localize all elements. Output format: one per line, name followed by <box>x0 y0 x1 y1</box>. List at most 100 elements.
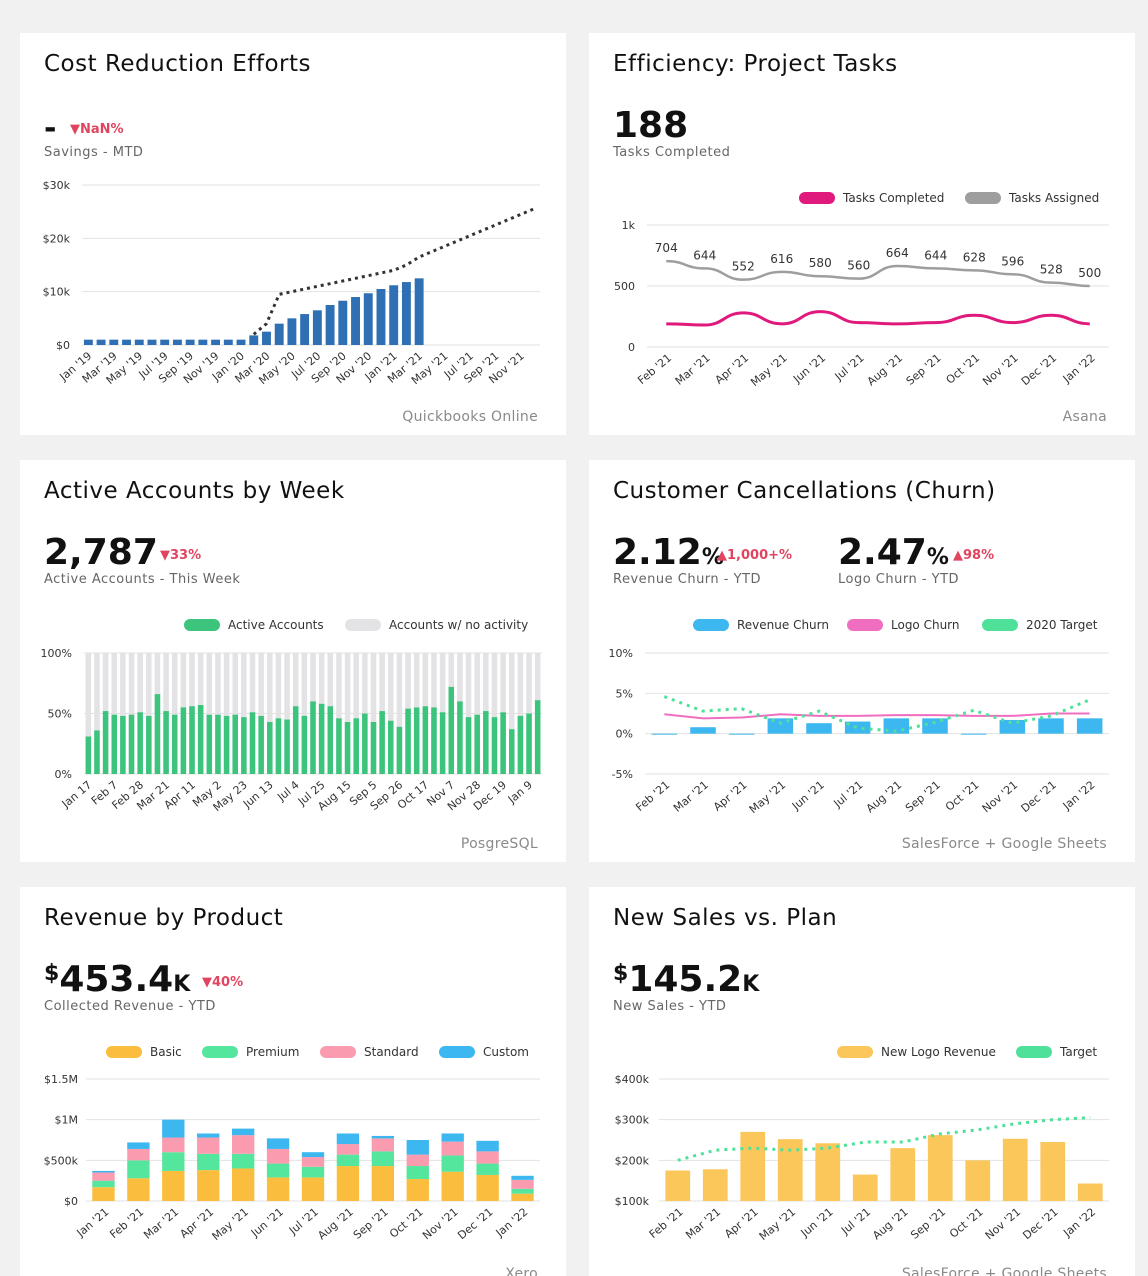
x-tick-label: Dec '21 <box>1019 778 1059 815</box>
y-tick-label: $0 <box>56 339 70 352</box>
stacked-bar-segment <box>406 1166 429 1180</box>
bar-active <box>310 701 316 774</box>
kpi-prefix: $ <box>44 961 60 986</box>
bar-active <box>206 714 213 774</box>
bar <box>83 339 93 345</box>
bar <box>109 339 119 345</box>
kpi-revenue-churn-label: Revenue Churn - YTD <box>613 572 762 587</box>
bar-active <box>534 700 541 774</box>
legend-swatch <box>106 1046 142 1058</box>
data-source: Asana <box>1062 409 1107 425</box>
legend-swatch <box>184 619 220 631</box>
kpi-logo-churn-label: Logo Churn - YTD <box>838 572 960 587</box>
bar-active <box>439 712 446 774</box>
kpi-label: New Sales - YTD <box>613 999 727 1014</box>
bar-active <box>94 730 100 774</box>
data-label: 552 <box>732 260 755 274</box>
bar-revenue-churn <box>1038 718 1064 734</box>
bar-new-logo-revenue <box>702 1169 728 1201</box>
stacked-bar-segment <box>197 1170 220 1201</box>
bar-active <box>500 712 506 774</box>
bar <box>211 339 221 345</box>
x-tick-label: Feb '21 <box>633 778 672 814</box>
card-active-accounts: Active Accounts by Week 2,787 ▼33% Activ… <box>20 460 566 862</box>
bar-active <box>379 711 385 774</box>
stacked-bar-segment <box>406 1154 429 1167</box>
bar-no-activity <box>370 653 377 774</box>
bar <box>325 305 335 345</box>
projection-line <box>252 207 535 336</box>
legend-swatch <box>345 619 381 631</box>
kpi-label: Active Accounts - This Week <box>44 572 241 587</box>
x-tick-label: Feb '21 <box>635 351 674 387</box>
kpi-label: Tasks Completed <box>613 145 731 160</box>
y-tick-label: $400k <box>615 1073 650 1086</box>
y-tick-label: -5% <box>612 768 633 781</box>
data-label: 580 <box>809 256 832 270</box>
x-tick-label: Nov '21 <box>983 1205 1024 1242</box>
kpi-logo-churn-value: 2.47% <box>838 532 949 573</box>
x-tick-label: May '21 <box>757 1205 798 1243</box>
stacked-bar-segment <box>231 1168 255 1201</box>
bar <box>249 335 259 345</box>
bar-active <box>85 736 92 774</box>
y-tick-label: 10% <box>609 647 633 660</box>
legend-swatch <box>982 619 1018 631</box>
bar <box>96 339 106 345</box>
stacked-bar-segment <box>266 1177 290 1201</box>
bar-active <box>171 714 178 774</box>
legend-label: Revenue Churn <box>737 618 829 632</box>
data-source: SalesForce + Google Sheets <box>901 1266 1107 1276</box>
stacked-bar-segment <box>197 1133 220 1138</box>
kpi-value: 188 <box>613 105 689 146</box>
x-tick-label: Jan '21 <box>74 1205 112 1240</box>
x-tick-label: Mar '21 <box>673 351 713 387</box>
y-tick-label: 5% <box>616 687 633 700</box>
chart-new-sales: $100k $200k $300k $400k New Logo Revenue Targ… <box>615 1045 1109 1243</box>
data-label: 644 <box>693 248 716 262</box>
bar-new-logo-revenue <box>815 1143 841 1201</box>
bar <box>147 339 157 345</box>
data-label: 596 <box>1001 254 1024 268</box>
y-tick-label: 50% <box>48 708 72 721</box>
x-tick-label: Sep '21 <box>904 351 944 387</box>
bar <box>312 310 322 345</box>
kpi-label: Collected Revenue - YTD <box>44 999 216 1014</box>
chart-revenue-by-product: $0 $500k $1M $1.5M Basic Premium Standard Custo… <box>44 1045 540 1243</box>
bar-active <box>275 718 282 774</box>
data-label: 560 <box>847 259 870 273</box>
stacked-bar-segment <box>162 1170 185 1201</box>
stacked-bar-segment <box>266 1163 290 1178</box>
legend-label: Tasks Completed <box>842 191 944 205</box>
series-line-target <box>677 1116 1091 1162</box>
data-label: 628 <box>963 250 986 264</box>
y-tick-label: $500k <box>44 1154 79 1167</box>
legend-swatch <box>965 192 1001 204</box>
x-tick-label: Jan '22 <box>1060 351 1098 386</box>
bar-active <box>344 721 351 774</box>
bar-no-activity <box>206 653 213 774</box>
bar-no-activity <box>258 653 264 774</box>
bar <box>414 278 424 345</box>
stacked-bar-segment <box>406 1179 429 1201</box>
x-tick-label: Nov '21 <box>420 1205 461 1242</box>
x-tick-label: Dec '21 <box>1020 1205 1060 1242</box>
bar <box>274 323 284 345</box>
bar-active <box>249 712 256 774</box>
kpi-number: 2.12 <box>613 532 702 573</box>
bar-no-activity <box>508 653 515 774</box>
card-revenue-by-product: Revenue by Product $453.4K ▼40% Collecte… <box>20 887 566 1276</box>
chart-efficiency: 0 500 1k Tasks Completed Tasks Assigned 704 64… <box>614 191 1109 389</box>
bar <box>223 339 233 345</box>
bar-no-activity <box>146 653 152 774</box>
stacked-bar-segment <box>231 1153 255 1169</box>
bar-no-activity <box>111 653 118 774</box>
legend-swatch <box>202 1046 238 1058</box>
x-tick-label: Nov '21 <box>980 778 1021 815</box>
bar-no-activity <box>396 653 403 774</box>
legend-swatch <box>320 1046 356 1058</box>
bar <box>172 339 182 345</box>
kpi-value: $145.2K <box>613 959 759 1000</box>
bar-revenue-churn <box>844 721 871 734</box>
bar-active <box>422 706 429 774</box>
